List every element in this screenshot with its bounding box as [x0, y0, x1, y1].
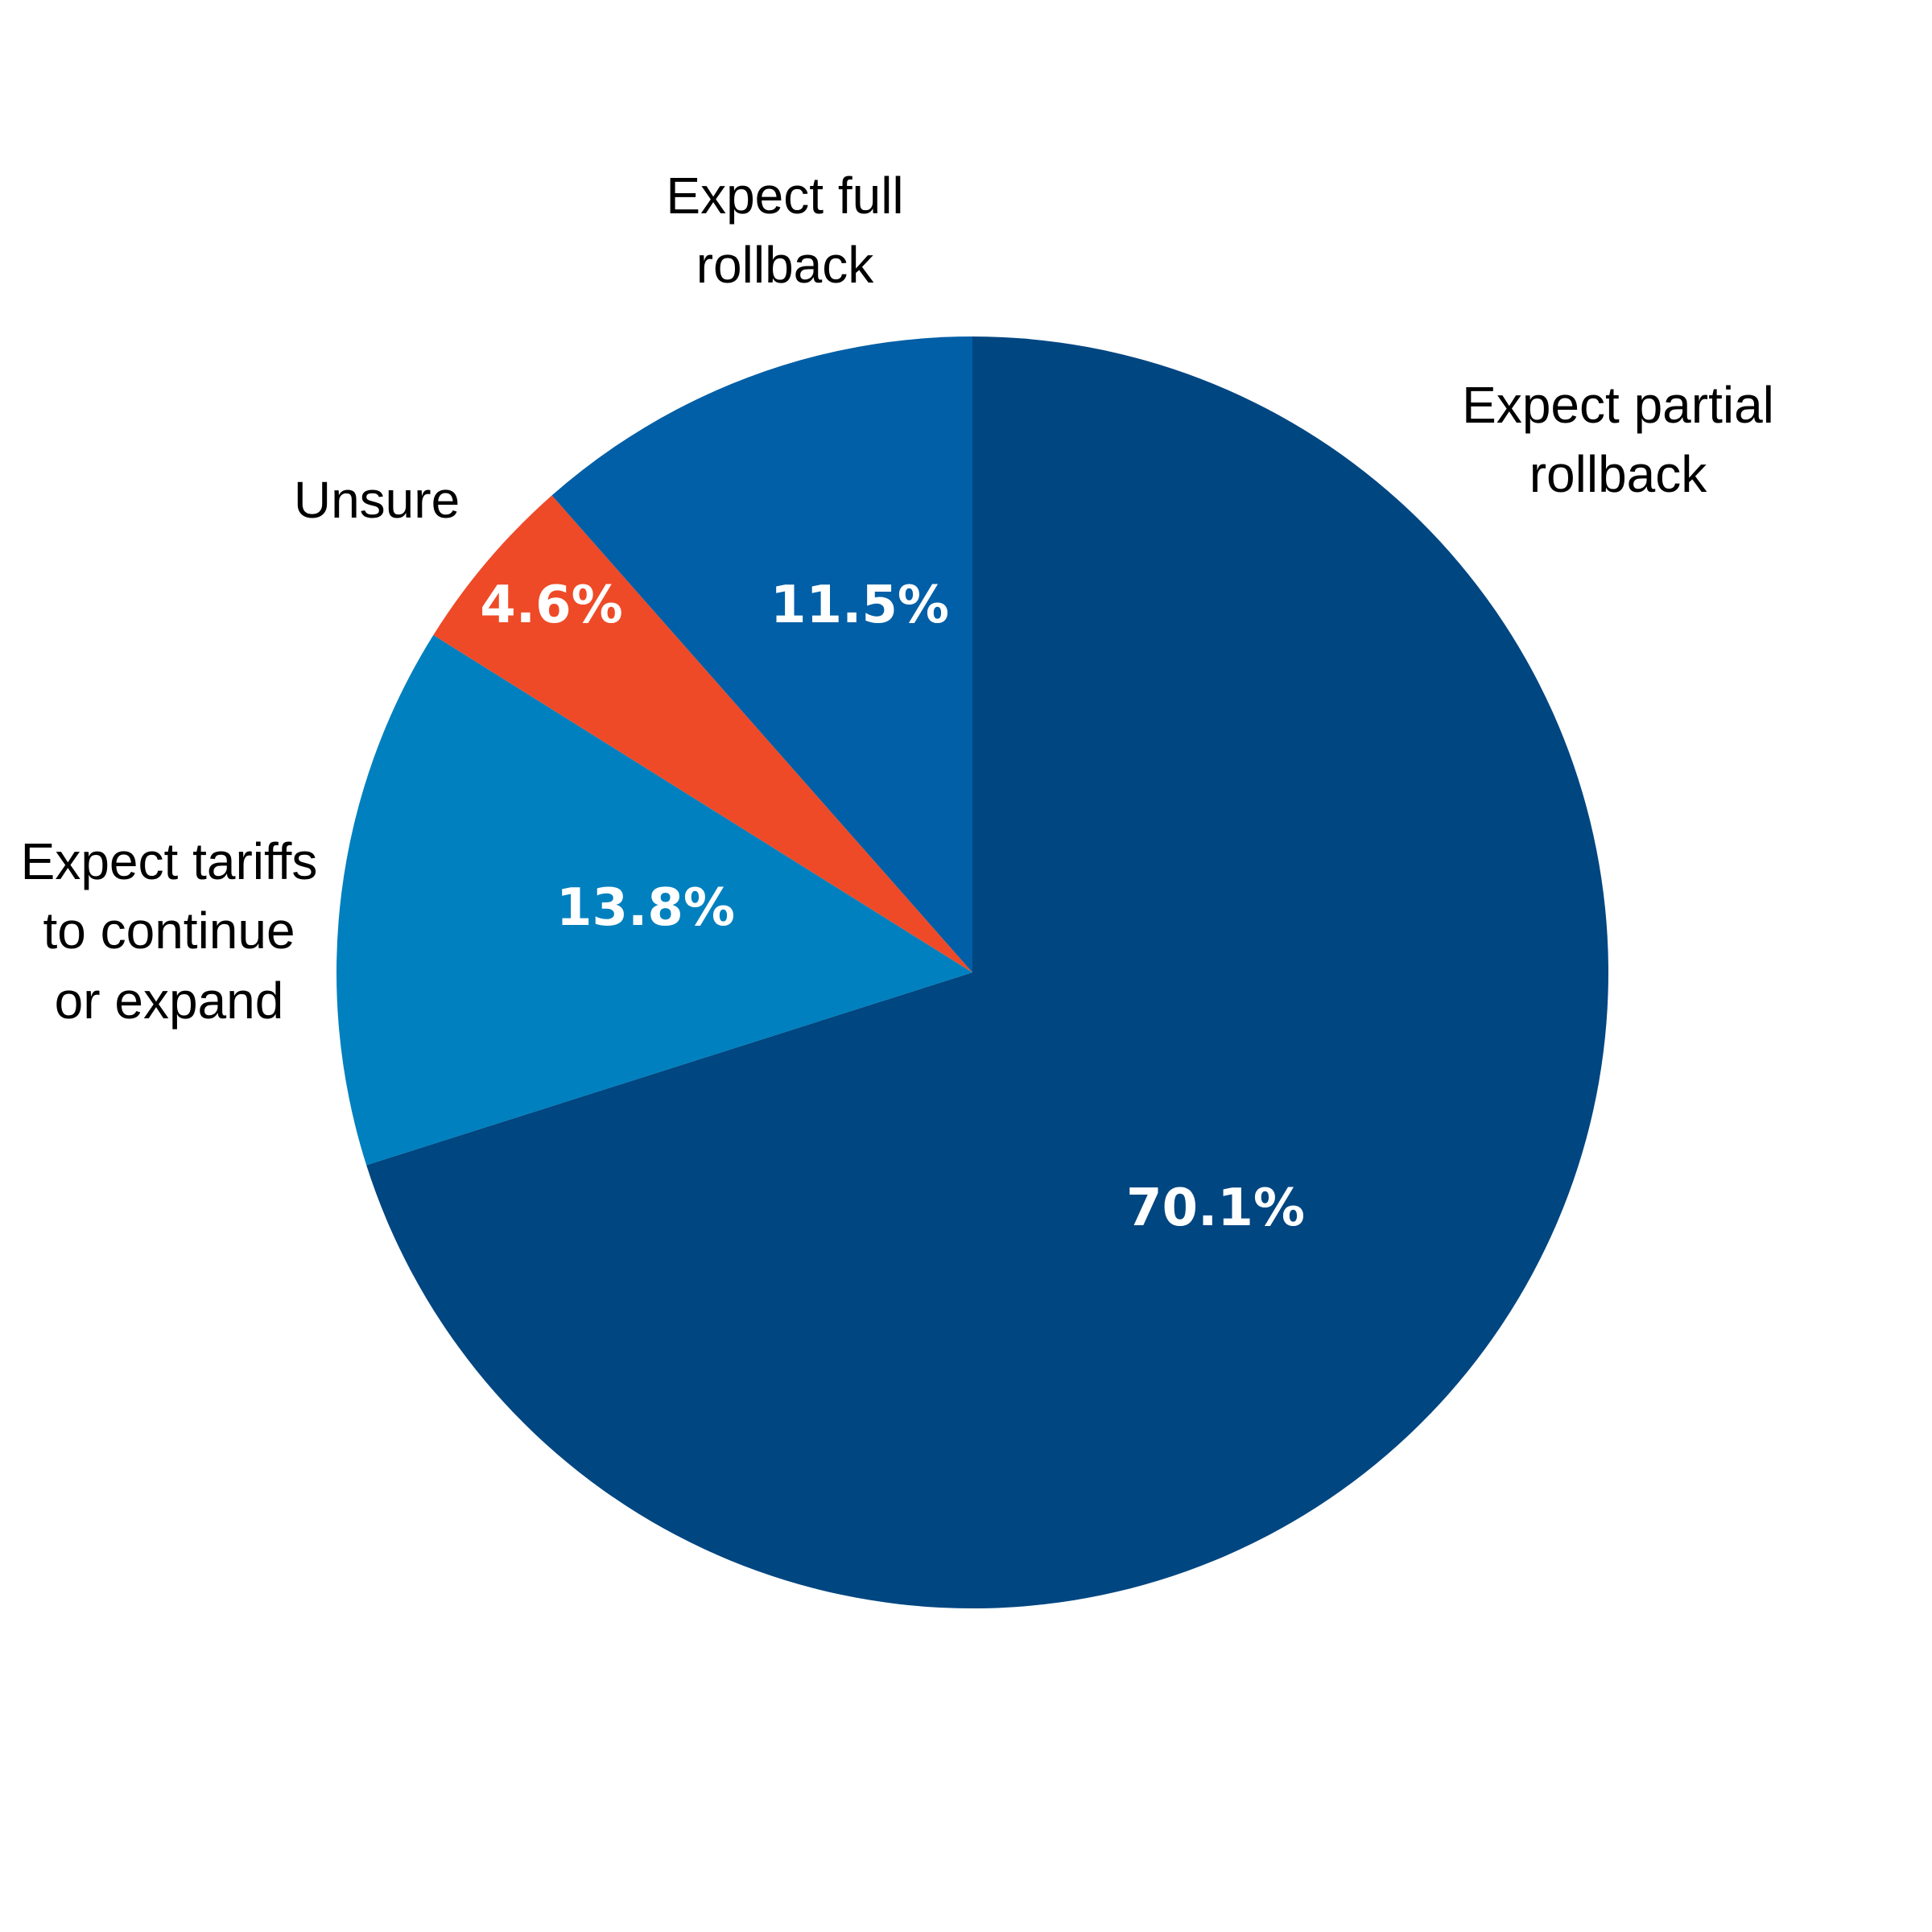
category-label-line: rollback: [696, 236, 874, 295]
value-label-expect-tariffs-continue: 13.8%: [556, 878, 735, 938]
pie-slice-expect-partial-rollback: [366, 336, 1608, 1608]
value-label-unsure: 4.6%: [480, 576, 623, 635]
category-label-expect-full-rollback: Expect full rollback: [584, 161, 986, 300]
pie-slices: [336, 336, 1608, 1608]
category-label-unsure: Unsure: [256, 465, 497, 535]
category-label-line: to continue: [43, 902, 295, 960]
category-label-line: Expect partial: [1462, 376, 1774, 434]
value-labels: 70.1% 13.8% 4.6% 11.5%: [480, 576, 1305, 1238]
pie-slice-expect-tariffs-to-continue-or-expand: [336, 634, 972, 1166]
value-label-expect-full-rollback: 11.5%: [770, 576, 949, 635]
pie-slice-unsure: [433, 495, 972, 972]
value-label-expect-partial-rollback: 70.1%: [1126, 1179, 1305, 1238]
category-label-expect-partial-rollback: Expect partial rollback: [1417, 370, 1819, 510]
category-label-line: Unsure: [293, 471, 460, 529]
category-label-line: Expect full: [666, 167, 904, 225]
category-label-line: Expect tariffs: [20, 832, 318, 890]
category-label-expect-tariffs-continue: Expect tariffs to continue or expand: [0, 827, 338, 1035]
category-label-line: or expand: [54, 971, 284, 1030]
pie-slice-expect-full-rollback: [551, 336, 972, 972]
category-label-line: rollback: [1529, 445, 1707, 504]
